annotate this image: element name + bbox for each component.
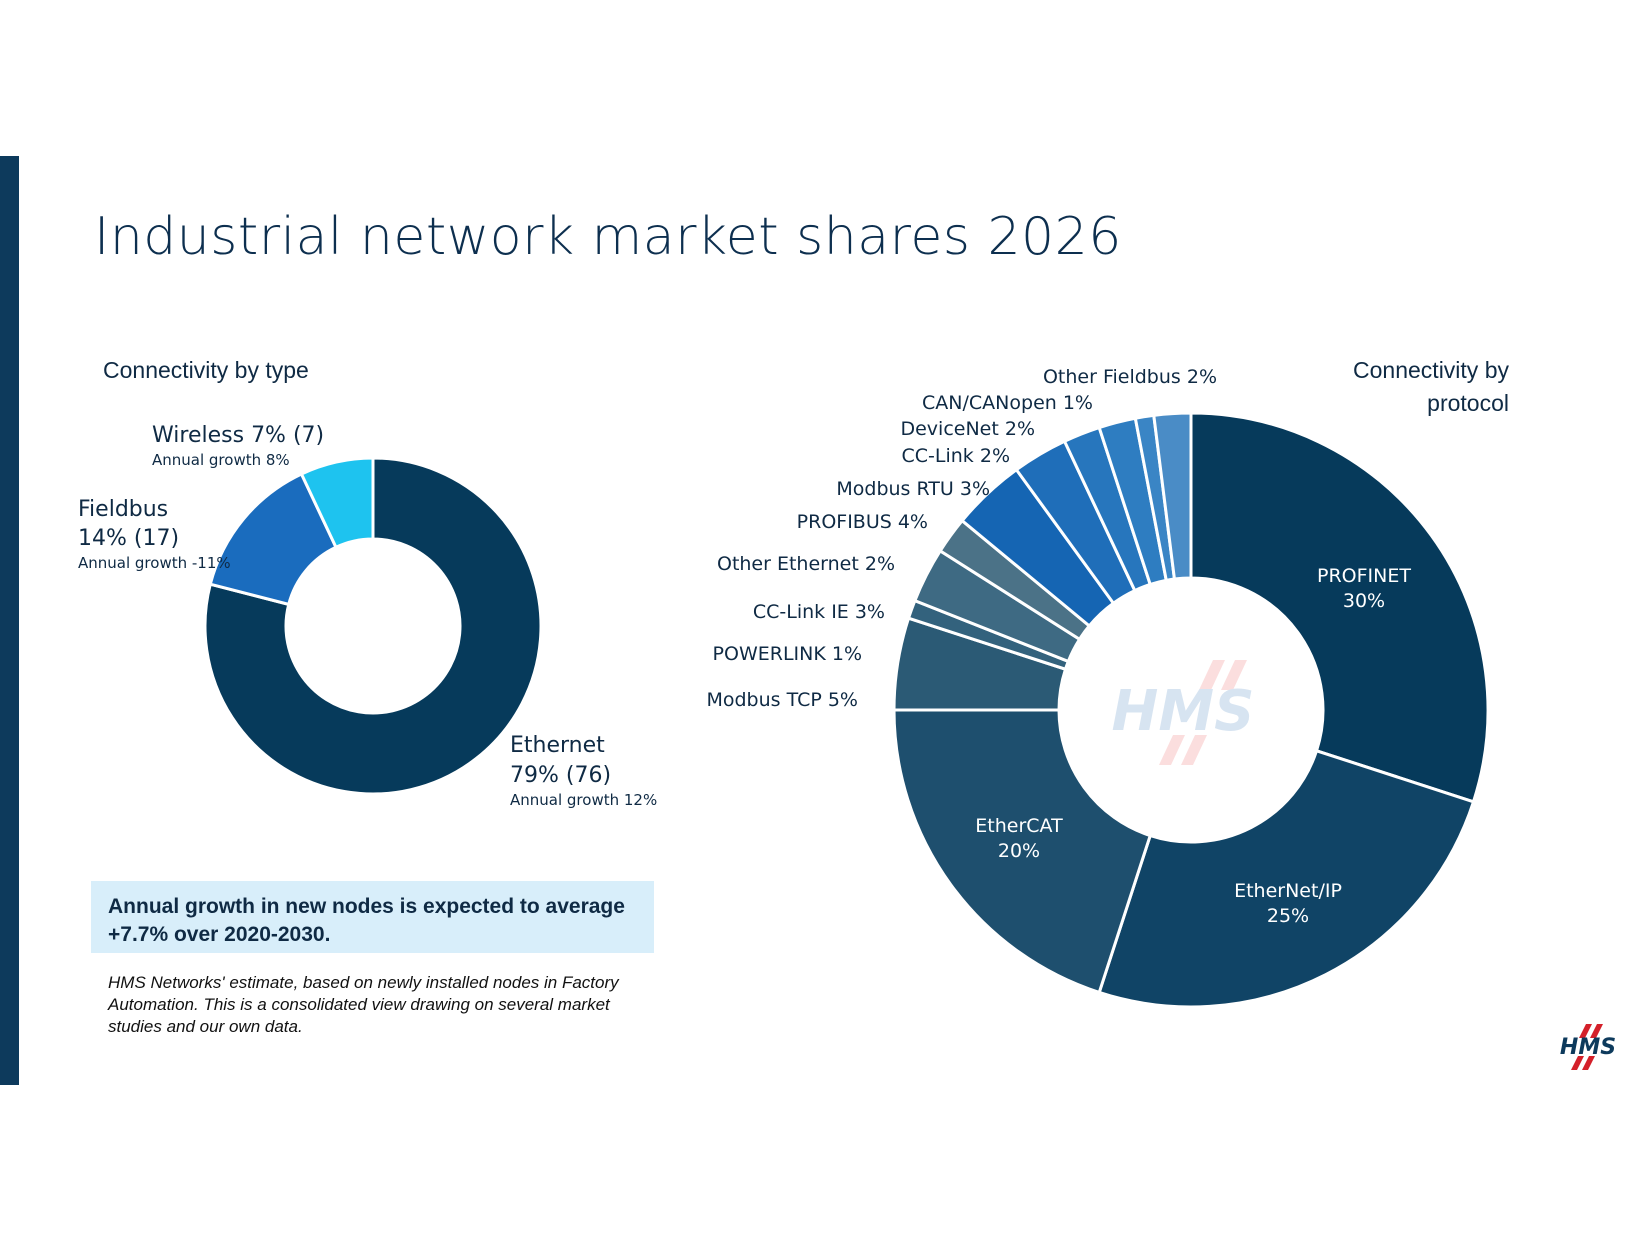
label-ethernet-pct: 79% (76) bbox=[510, 763, 611, 788]
hms-logo: HMS bbox=[1560, 1024, 1616, 1070]
label-can-canopen: CAN/CANopen 1% bbox=[922, 392, 1093, 414]
label-fieldbus-name: Fieldbus bbox=[78, 497, 168, 522]
donut-chart-type bbox=[203, 456, 543, 796]
chart-subtitle-protocol-line2: protocol bbox=[1427, 390, 1509, 416]
label-profibus: PROFIBUS 4% bbox=[797, 511, 928, 533]
logo-marks bbox=[1571, 1024, 1603, 1070]
hms-watermark: HMS bbox=[1112, 660, 1255, 765]
chart-subtitle-type: Connectivity by type bbox=[103, 357, 309, 383]
label-ethercat-name: EtherCAT bbox=[975, 815, 1063, 837]
label-devicenet: DeviceNet 2% bbox=[900, 418, 1035, 440]
chart-subtitle-protocol-line1: Connectivity by bbox=[1353, 357, 1509, 383]
type-slice-ethernet bbox=[203, 456, 543, 796]
protocol-slice-ethernet-ip bbox=[1097, 748, 1476, 1009]
protocol-slice-profinet bbox=[1189, 411, 1490, 804]
growth-note-text: Annual growth in new nodes is expected t… bbox=[108, 895, 625, 946]
label-fieldbus-growth: Annual growth -11% bbox=[78, 554, 231, 572]
label-ethernet-name: Ethernet bbox=[510, 733, 605, 758]
accent-bar bbox=[0, 156, 19, 1085]
label-modbus-rtu: Modbus RTU 3% bbox=[836, 478, 990, 500]
label-modbus-tcp: Modbus TCP 5% bbox=[706, 689, 858, 711]
label-ethernetip-pct: 25% bbox=[1267, 905, 1309, 927]
logo-text: HMS bbox=[1560, 1035, 1616, 1060]
donut-chart-protocol bbox=[892, 411, 1490, 1009]
growth-note-box: Annual growth in new nodes is expected t… bbox=[91, 881, 654, 953]
label-other-ethernet: Other Ethernet 2% bbox=[717, 553, 895, 575]
label-ethernet-growth: Annual growth 12% bbox=[510, 791, 657, 809]
footnote: HMS Networks' estimate, based on newly i… bbox=[108, 973, 619, 1036]
label-fieldbus-pct: 14% (17) bbox=[78, 526, 179, 551]
protocol-slice-ethercat bbox=[892, 708, 1153, 995]
type-slice-wireless bbox=[299, 456, 375, 550]
label-powerlink: POWERLINK 1% bbox=[713, 643, 862, 665]
label-wireless-growth: Annual growth 8% bbox=[152, 451, 290, 469]
page-title: Industrial network market shares 2026 bbox=[94, 207, 1122, 267]
protocol-slice-other-fieldbus bbox=[1152, 411, 1193, 581]
watermark-text: HMS bbox=[1112, 679, 1255, 744]
label-wireless: Wireless 7% (7) bbox=[152, 423, 324, 448]
label-cc-link: CC-Link 2% bbox=[902, 445, 1010, 467]
label-cc-link-ie: CC-Link IE 3% bbox=[753, 601, 885, 623]
label-wireless-pct: 7% (7) bbox=[251, 423, 324, 448]
label-ethercat-pct: 20% bbox=[998, 840, 1040, 862]
label-profinet-pct: 30% bbox=[1343, 590, 1385, 612]
label-ethernetip-name: EtherNet/IP bbox=[1234, 880, 1342, 902]
label-wireless-name: Wireless bbox=[152, 423, 244, 448]
label-profinet-name: PROFINET bbox=[1317, 565, 1411, 587]
label-other-fieldbus: Other Fieldbus 2% bbox=[1043, 366, 1217, 388]
